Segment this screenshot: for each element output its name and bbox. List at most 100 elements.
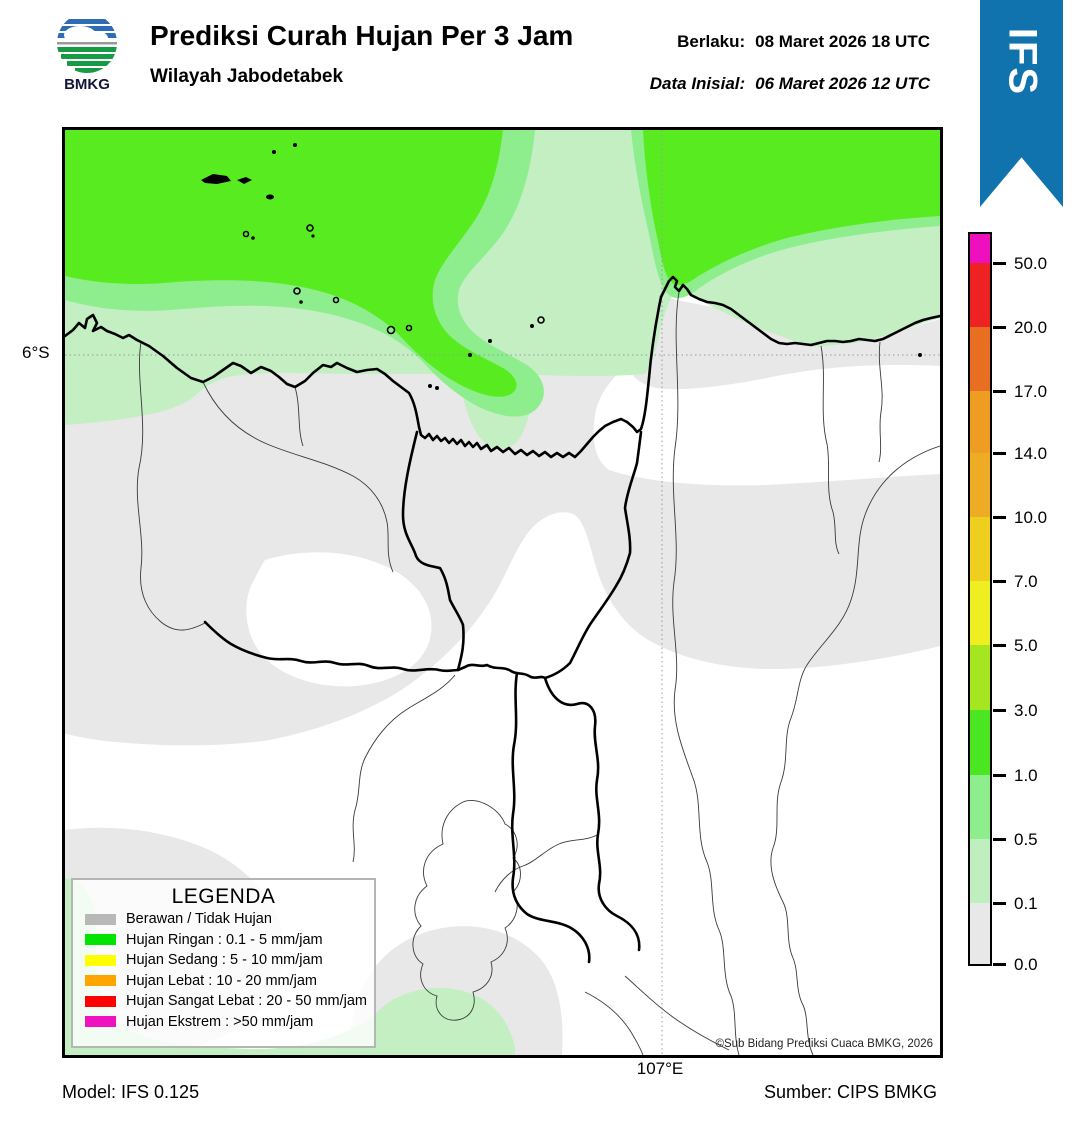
rain-area-pale-southwest xyxy=(65,878,516,1055)
province-border-south-a xyxy=(510,671,591,964)
colorbar-tick-label: 20.0 xyxy=(1014,318,1048,337)
legend-title: LEGENDA xyxy=(171,885,276,908)
model-ribbon-label: IFS xyxy=(1000,27,1044,97)
model-ribbon: IFS xyxy=(980,0,1063,207)
province-border-south-b xyxy=(543,676,641,952)
admin-border-thin-west xyxy=(136,341,206,631)
colorbar-tick-label: 0.5 xyxy=(1014,830,1038,849)
cloud-hole-white xyxy=(246,552,432,687)
legend-swatch xyxy=(85,975,116,987)
province-border-west xyxy=(203,620,460,673)
legend-rows: Berawan / Tidak Hujan Hujan Ringan : 0.1 … xyxy=(73,909,374,1032)
model-info: Model: IFS 0.125 xyxy=(62,1082,200,1102)
rain-area-bright-west xyxy=(65,130,517,397)
admin-border-thin-bekasi xyxy=(672,291,740,1055)
colorbar-tick xyxy=(993,902,1006,905)
colorbar-tick xyxy=(993,963,1006,966)
legend-item: Hujan Ringan : 0.1 - 5 mm/jam xyxy=(73,930,374,951)
colorbar-segment xyxy=(970,710,990,775)
page-subtitle: Wilayah Jabodetabek xyxy=(150,66,344,87)
colorbar-segment xyxy=(970,581,990,645)
colorbar-tick xyxy=(993,838,1006,841)
legend-item-label: Berawan / Tidak Hujan xyxy=(126,911,272,928)
page-title: Prediksi Curah Hujan Per 3 Jam xyxy=(150,20,574,51)
colorbar-tick-label: 14.0 xyxy=(1014,444,1048,463)
legend-item-label: Hujan Lebat : 10 - 20 mm/jam xyxy=(126,972,318,989)
colorbar-segment xyxy=(970,391,990,453)
colorbar-tick-label: 10.0 xyxy=(1014,508,1048,527)
colorbar-scale xyxy=(968,232,992,966)
colorbar-segment xyxy=(970,839,990,903)
legend-item-label: Hujan Sangat Lebat : 20 - 50 mm/jam xyxy=(126,993,367,1010)
legend-item: Hujan Sangat Lebat : 20 - 50 mm/jam xyxy=(73,991,374,1012)
colorbar-tick xyxy=(993,326,1006,329)
bmkg-logo-icon: BMKG xyxy=(57,13,117,93)
colorbar-tick xyxy=(993,390,1006,393)
legend-swatch xyxy=(85,954,116,966)
province-border-jakarta xyxy=(401,430,643,680)
bmkg-logo-text: BMKG xyxy=(64,76,110,92)
rainfall-map: ©Sub Bidang Prediksi Cuaca BMKG, 2026 LE… xyxy=(62,127,943,1058)
legend-item-label: Hujan Sedang : 5 - 10 mm/jam xyxy=(126,952,323,969)
islands-group xyxy=(201,143,922,390)
legend-swatch xyxy=(85,1016,116,1028)
colorbar-tick xyxy=(993,516,1006,519)
legend-item: Hujan Ekstrem : >50 mm/jam xyxy=(73,1012,374,1033)
colorbar-tick-label: 5.0 xyxy=(1014,636,1038,655)
admin-border-thin-north xyxy=(294,386,304,447)
colorbar-tick xyxy=(993,580,1006,583)
admin-border-thin-south-a xyxy=(584,991,644,1055)
colorbar-segment xyxy=(970,453,990,517)
admin-border-thin-depok xyxy=(352,674,456,863)
colorbar-tick-label: 0.0 xyxy=(1014,955,1038,974)
legend-item: Hujan Sedang : 5 - 10 mm/jam xyxy=(73,950,374,971)
bmkg-logo: BMKG xyxy=(55,12,119,97)
colorbar: 50.0 20.0 17.0 14.0 10.0 7.0 5.0 3.0 1.0 0.5 0.1 0.… xyxy=(968,232,1072,974)
admin-border-thin-center xyxy=(494,833,600,893)
source-info: Sumber: CIPS BMKG xyxy=(763,1082,937,1102)
initial-time-label: Data Inisial: xyxy=(649,74,746,93)
colorbar-tick-label: 17.0 xyxy=(1014,382,1048,401)
admin-border-thin-tangerang xyxy=(202,381,394,573)
latitude-label: 6°S xyxy=(22,343,50,362)
initial-time-line: Data Inisial: 06 Maret 2026 12 UTC xyxy=(650,74,930,94)
admin-border-thin-ne xyxy=(878,341,883,463)
colorbar-segment xyxy=(970,234,990,263)
colorbar-tick-label: 0.1 xyxy=(1014,894,1038,913)
initial-time-value: 06 Maret 2026 12 UTC xyxy=(755,74,930,93)
colorbar-tick-label: 7.0 xyxy=(1014,572,1038,591)
colorbar-segment xyxy=(970,645,990,710)
legend-swatch xyxy=(85,913,116,925)
colorbar-segment xyxy=(970,903,990,964)
rain-area-bright-east xyxy=(643,130,940,286)
colorbar-tick xyxy=(993,709,1006,712)
coastline xyxy=(65,275,940,459)
colorbar-tick-label: 3.0 xyxy=(1014,701,1038,720)
longitude-label: 107°E xyxy=(636,1059,684,1078)
map-legend: LEGENDA Berawan / Tidak Hujan Hujan Ringa… xyxy=(71,878,376,1048)
valid-time-value: 08 Maret 2026 18 UTC xyxy=(755,32,930,51)
legend-item: Hujan Lebat : 10 - 20 mm/jam xyxy=(73,971,374,992)
colorbar-tick xyxy=(993,644,1006,647)
legend-swatch xyxy=(85,995,116,1007)
legend-item-label: Hujan Ringan : 0.1 - 5 mm/jam xyxy=(126,931,323,948)
map-copyright: ©Sub Bidang Prediksi Cuaca BMKG, 2026 xyxy=(715,1038,933,1050)
legend-item: Berawan / Tidak Hujan xyxy=(73,909,374,930)
colorbar-tick-label: 1.0 xyxy=(1014,766,1038,785)
colorbar-tick xyxy=(993,774,1006,777)
admin-border-thin-south-b xyxy=(624,975,730,1051)
legend-swatch xyxy=(85,934,116,946)
colorbar-tick-label: 50.0 xyxy=(1014,254,1048,273)
valid-time-line: Berlaku: 08 Maret 2026 18 UTC xyxy=(677,32,930,52)
colorbar-tick xyxy=(993,262,1006,265)
colorbar-tick xyxy=(993,452,1006,455)
legend-item-label: Hujan Ekstrem : >50 mm/jam xyxy=(126,1013,314,1030)
colorbar-segment xyxy=(970,517,990,581)
admin-border-thin-east xyxy=(770,445,940,1055)
colorbar-segment xyxy=(970,775,990,839)
admin-border-thin-karawang xyxy=(820,345,840,555)
valid-time-label: Berlaku: xyxy=(677,32,746,51)
colorbar-segment xyxy=(970,327,990,391)
colorbar-segment xyxy=(970,263,990,327)
